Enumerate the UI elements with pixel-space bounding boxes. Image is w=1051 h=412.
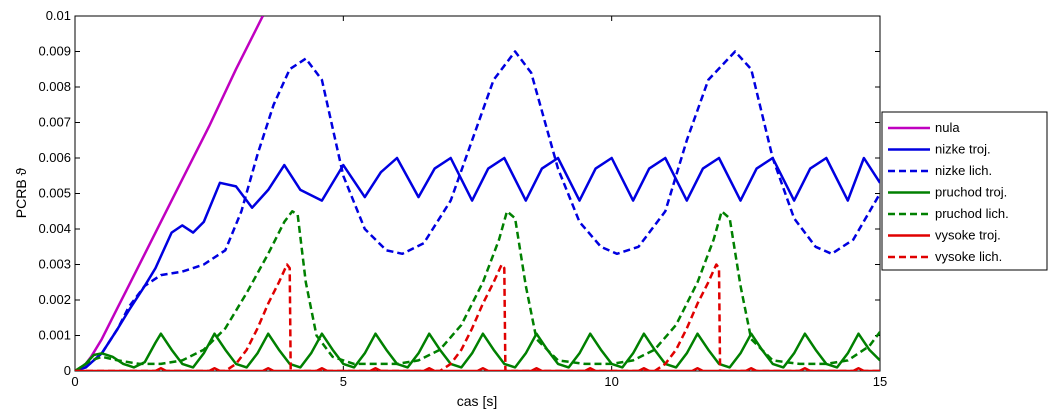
series-line-1	[75, 156, 880, 371]
series-line-6	[75, 263, 880, 371]
x-tick-label: 0	[71, 374, 78, 389]
legend-label: nizke lich.	[935, 163, 992, 178]
y-tick-label: 0.006	[38, 150, 71, 165]
series-line-4	[75, 210, 880, 371]
x-axis: 0 5 10 15	[71, 16, 887, 389]
y-tick-label: 0.004	[38, 221, 71, 236]
legend-box	[881, 111, 1048, 271]
y-tick-label: 0.005	[38, 186, 71, 201]
series-layer	[75, 16, 880, 371]
legend-label: nizke troj.	[935, 142, 991, 157]
legend-label: nula	[935, 120, 960, 135]
series-line-3	[75, 332, 880, 371]
y-tick-label: 0.002	[38, 292, 71, 307]
legend-label: pruchod lich.	[935, 206, 1009, 221]
y-tick-label: 0.009	[38, 44, 71, 59]
y-tick-label: 0.008	[38, 79, 71, 94]
x-tick-label: 15	[873, 374, 887, 389]
y-tick-label: 0.001	[38, 328, 71, 343]
legend-label: pruchod troj.	[935, 185, 1007, 200]
x-tick-label: 10	[604, 374, 618, 389]
x-axis-label: cas [s]	[457, 393, 497, 409]
y-axis-label: PCRB ϑ	[13, 167, 29, 218]
y-tick-label: 0.01	[46, 8, 71, 23]
y-tick-label: 0.007	[38, 115, 71, 130]
legend-label: vysoke lich.	[935, 249, 1002, 264]
legend: nula nizke troj. nizke lich. pruchod troj. p…	[881, 111, 1048, 271]
y-axis: 0 0.001 0.002 0.003 0.004 0.005 0.006 0.007 0.00…	[38, 8, 880, 378]
y-tick-label: 0	[64, 363, 71, 378]
legend-label: vysoke troj.	[935, 228, 1001, 243]
y-tick-label: 0.003	[38, 257, 71, 272]
x-tick-label: 5	[340, 374, 347, 389]
